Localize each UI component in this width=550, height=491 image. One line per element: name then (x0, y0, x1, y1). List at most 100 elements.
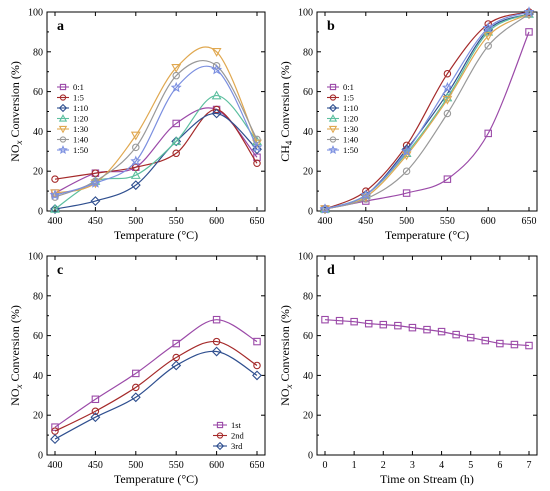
data-point (402, 189, 411, 197)
data-point (252, 370, 262, 381)
x-tick-label: 5 (468, 460, 473, 471)
data-point (408, 323, 417, 332)
data-point (253, 361, 261, 370)
data-point (482, 22, 494, 33)
panel-label: b (327, 19, 335, 34)
data-point (49, 189, 61, 200)
data-point (437, 327, 446, 336)
legend-label: 1:30 (73, 124, 88, 134)
x-tick-label: 550 (169, 460, 184, 471)
data-point (443, 175, 452, 183)
data-point (496, 339, 504, 348)
data-point (484, 42, 492, 50)
data-point (523, 6, 535, 17)
data-point (252, 136, 262, 146)
data-point (51, 193, 59, 201)
series-line (54, 319, 258, 428)
legend-marker (216, 421, 224, 429)
legend-label: 1:50 (73, 145, 88, 155)
data-point (525, 10, 533, 18)
x-tick-label: 400 (48, 460, 63, 471)
x-tick-label: 400 (48, 216, 63, 227)
series-line (54, 350, 258, 440)
data-point (379, 320, 388, 329)
x-tick-label: 450 (358, 216, 373, 227)
x-tick-label: 600 (481, 216, 496, 227)
data-point (360, 189, 371, 199)
legend-label: 1:50 (343, 145, 358, 155)
y-tick-label: 40 (303, 371, 313, 382)
legend-marker (58, 114, 68, 122)
data-point (483, 32, 494, 42)
data-point (132, 383, 140, 392)
legend-marker (329, 94, 337, 101)
series-1st (51, 315, 261, 431)
data-point (171, 360, 182, 371)
data-point (170, 81, 182, 93)
y-axis-label: NOx Conversion (%) (8, 305, 24, 406)
x-tick-label: 600 (209, 460, 224, 471)
data-point (466, 333, 475, 342)
series-line (54, 60, 258, 198)
x-tick-label: 500 (128, 216, 143, 227)
x-tick-label: 450 (88, 460, 103, 471)
legend-marker (215, 441, 225, 451)
y-tick-label: 80 (303, 291, 313, 302)
y-tick-label: 80 (33, 291, 43, 302)
data-point (51, 175, 59, 183)
x-axis-label: Temperature (°C) (385, 228, 469, 242)
panel-label: d (327, 263, 335, 278)
y-tick-label: 100 (28, 8, 43, 19)
y-tick-label: 0 (308, 207, 313, 218)
series-1-50 (49, 63, 263, 200)
series-2nd (51, 337, 261, 435)
y-tick-label: 20 (303, 411, 313, 422)
y-tick-label: 40 (33, 127, 43, 138)
x-tick-label: 550 (169, 216, 184, 227)
series-line (54, 108, 258, 180)
legend-label: 1st (231, 420, 242, 430)
data-point (90, 412, 101, 423)
data-point (211, 346, 222, 357)
data-point (211, 48, 222, 57)
data-point (91, 407, 100, 415)
legend-label: 1:5 (343, 93, 354, 103)
panel-label: a (57, 19, 64, 34)
x-tick-label: 650 (250, 216, 265, 227)
data-point (335, 316, 344, 325)
panel-label: c (57, 263, 63, 278)
series-line (54, 65, 258, 196)
x-axis-label: Temperature (°C) (114, 228, 198, 242)
data-point (443, 109, 452, 118)
x-axis-label: Time on Stream (h) (380, 472, 474, 486)
y-tick-label: 100 (298, 8, 313, 19)
data-point (132, 143, 140, 152)
data-point (172, 149, 180, 158)
panel-b: 0 20 40 60 80 100 400 450 500 550 600 650 Temperatur… (278, 6, 538, 242)
y-tick-label: 80 (303, 47, 313, 58)
data-point (321, 315, 329, 324)
data-point (319, 203, 331, 214)
legend-label: 1:10 (343, 103, 358, 113)
y-tick-label: 60 (303, 331, 313, 342)
y-tick-label: 60 (303, 87, 313, 98)
data-point (401, 145, 413, 156)
data-point (510, 340, 519, 349)
data-point (442, 95, 453, 105)
data-point (484, 129, 492, 138)
x-tick-label: 2 (381, 460, 386, 471)
x-tick-label: 3 (410, 460, 415, 471)
legend-marker (329, 83, 337, 91)
data-point (212, 315, 221, 324)
data-point (253, 159, 261, 167)
plot-frame (316, 255, 538, 456)
data-point (91, 395, 100, 404)
data-point (89, 177, 101, 188)
x-tick-label: 450 (88, 216, 103, 227)
legend-marker (328, 103, 338, 113)
series-3rd (50, 346, 262, 445)
series-data (321, 315, 533, 350)
data-point (171, 136, 182, 146)
x-tick-label: 550 (440, 216, 455, 227)
